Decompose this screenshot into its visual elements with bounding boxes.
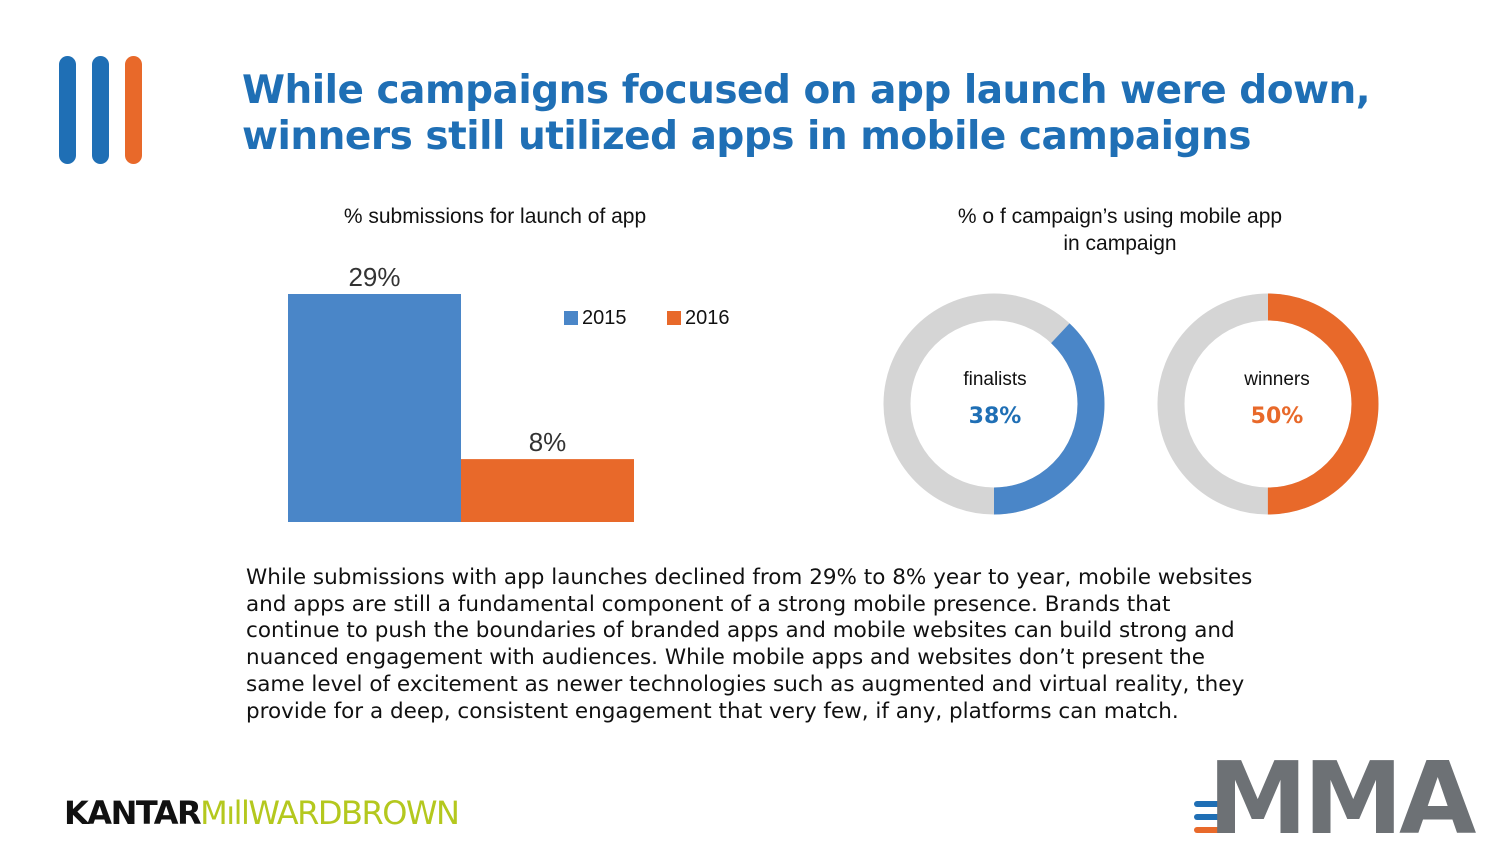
bar-data-label-2015: 29% xyxy=(348,262,400,292)
legend-swatch-2015 xyxy=(564,311,578,325)
donut-chart-title-line-2: in campaign xyxy=(1063,232,1177,255)
donut-slice-finalists xyxy=(883,293,1105,515)
mma-stripe-3 xyxy=(1194,827,1228,833)
body-line-6: provide for a deep, consistent engagemen… xyxy=(246,698,1179,724)
mma-stripe-2 xyxy=(1194,814,1228,820)
brand-bar-blue-2 xyxy=(92,56,109,164)
bar-2016 xyxy=(461,459,634,522)
donut-charts xyxy=(883,293,1379,515)
mma-stripe-1 xyxy=(1194,801,1228,807)
bar-chart: 29% 8% xyxy=(288,262,634,522)
donut-value-finalists: 38% xyxy=(968,404,1022,429)
slide-title: While campaigns focused on app launch we… xyxy=(242,68,1462,160)
body-line-5: same level of excitement as newer techno… xyxy=(246,671,1245,697)
donut-chart-title-line-1: % o f campaign’s using mobile app xyxy=(957,205,1283,228)
donut-chart-title: % o f campaign’s using mobile app in cam… xyxy=(900,203,1340,257)
body-line-4: nuanced engagement with audiences. While… xyxy=(246,645,1205,671)
body-line-3: continue to push the boundaries of brand… xyxy=(246,618,1235,644)
bar-2015 xyxy=(288,294,461,522)
donut-slice-winners xyxy=(1157,293,1379,515)
legend-label-2016: 2016 xyxy=(685,307,730,329)
slide-title-line-1: While campaigns focused on app launch we… xyxy=(242,68,1371,113)
mma-wordmark: MMA xyxy=(1208,740,1476,857)
brand-bar-blue-1 xyxy=(59,56,76,164)
donut-label-winners: winners xyxy=(1244,369,1310,390)
mma-logo: MMA xyxy=(1190,740,1476,857)
body-line-2: and apps are still a fundamental compone… xyxy=(246,591,1171,617)
donut-value-winners: 50% xyxy=(1250,404,1304,429)
bar-data-label-2016: 8% xyxy=(529,427,567,457)
slide-title-line-2: winners still utilized apps in mobile ca… xyxy=(242,114,1251,159)
bar-chart-title: % submissions for launch of app xyxy=(343,205,647,228)
body-line-1: While submissions with app launches decl… xyxy=(246,565,1253,590)
legend-label-2015: 2015 xyxy=(582,307,627,329)
legend-swatch-2016 xyxy=(667,311,681,325)
brand-bar-orange xyxy=(125,56,142,164)
kantar-millward-brown-logo: KANTARMıllWARDBROWN xyxy=(64,794,460,832)
body-paragraph: While submissions with app launches decl… xyxy=(246,565,1436,725)
donut-label-finalists: finalists xyxy=(963,369,1027,390)
